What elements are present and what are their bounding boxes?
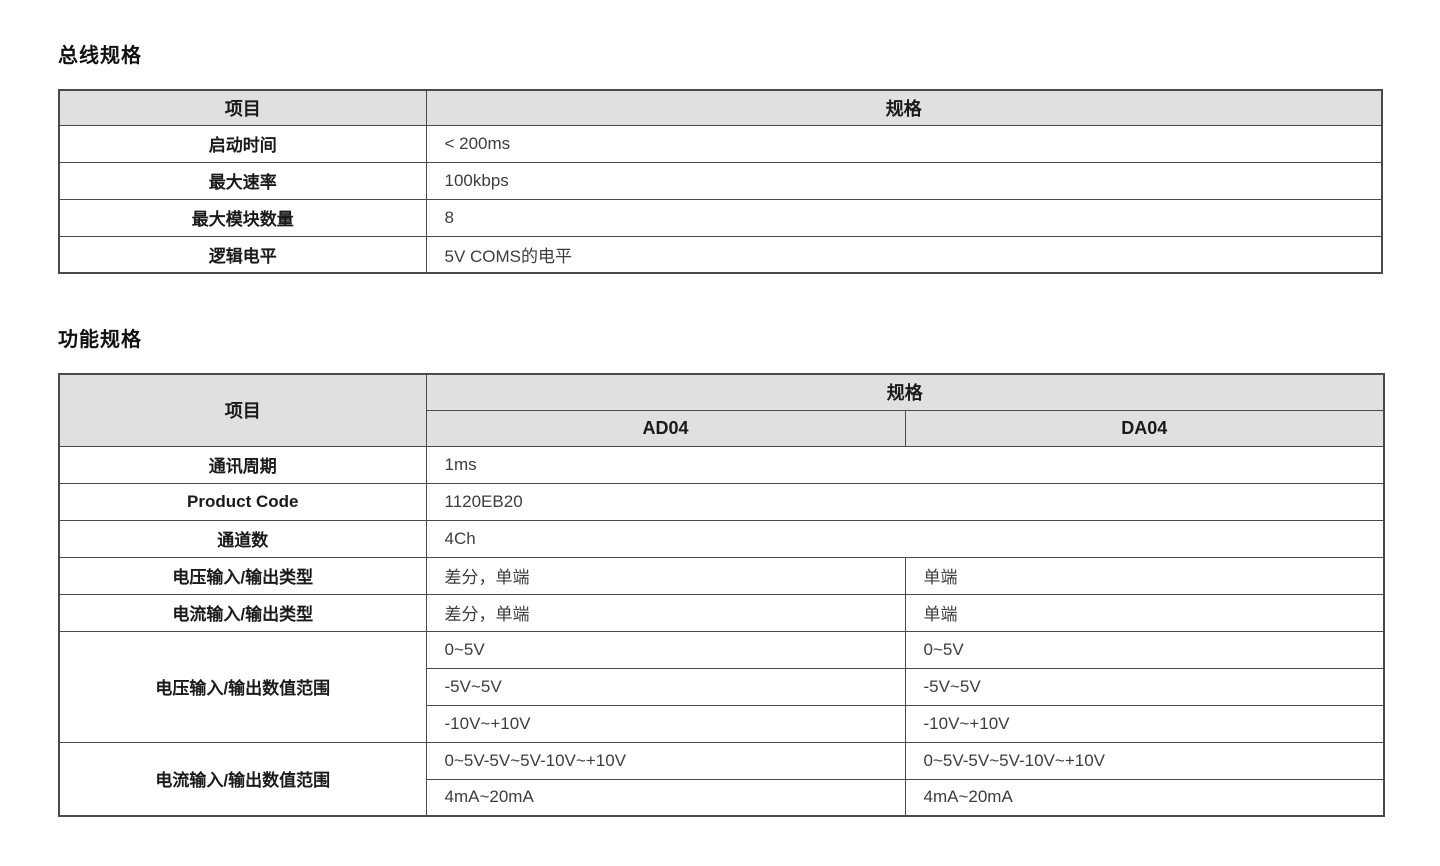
bus-spec-table: 项目 规格 启动时间 < 200ms 最大速率 100kbps 最大模块数量 8 [58, 89, 1383, 274]
fn-row-voltagetype-label: 电压输入/输出类型 [58, 556, 427, 595]
fn-voltagerange-3-da04: -10V~+10V [904, 704, 1385, 743]
bus-header-spec: 规格 [425, 89, 1383, 126]
table-row: 电压输入/输出数值范围 0~5V 0~5V [58, 630, 1385, 743]
function-spec-title: 功能规格 [58, 329, 142, 351]
table-row: Product Code 1120EB20 [58, 482, 1385, 521]
table-row: 最大速率 100kbps [58, 161, 1383, 200]
table-row: 最大模块数量 8 [58, 198, 1383, 237]
bus-row-logiclevel-value: 5V COMS的电平 [425, 235, 1383, 274]
fn-row-productcode-label: Product Code [58, 482, 427, 521]
bus-header-item: 项目 [58, 89, 427, 126]
fn-header-spec: 规格 [425, 373, 1385, 411]
table-row: 启动时间 < 200ms [58, 124, 1383, 163]
fn-voltagerange-1-da04: 0~5V [904, 630, 1385, 669]
fn-row-currenttype-label: 电流输入/输出类型 [58, 593, 427, 632]
fn-header-item: 项目 [58, 373, 427, 447]
fn-row-voltagetype-da04: 单端 [904, 556, 1385, 595]
table-row: 逻辑电平 5V COMS的电平 [58, 235, 1383, 274]
table-row: -5V~5V -5V~5V [59, 667, 1385, 706]
bus-spec-title: 总线规格 [58, 45, 142, 67]
fn-row-channels-label: 通道数 [58, 519, 427, 558]
spec-document-page: 总线规格 项目 规格 启动时间 < 200ms 最大速率 100kbps [58, 44, 1385, 817]
fn-row-currenttype-ad04: 差分，单端 [425, 593, 906, 632]
table-row: 电流输入/输出类型 差分，单端 单端 [58, 593, 1385, 632]
fn-header-row-2: AD04 DA04 [59, 409, 1385, 447]
table-row: 电压输入/输出类型 差分，单端 单端 [58, 556, 1385, 595]
fn-voltagerange-3-ad04: -10V~+10V [425, 704, 906, 743]
fn-row-productcode-value: 1120EB20 [425, 482, 1385, 521]
bus-row-maxmodules-value: 8 [425, 198, 1383, 237]
table-row: 通道数 4Ch [58, 519, 1385, 558]
fn-currentrange-1-ad04: 0~5V-5V~5V-10V~+10V [425, 741, 906, 780]
fn-voltagerange-2-da04: -5V~5V [904, 667, 1385, 706]
table-row: 通讯周期 1ms [58, 445, 1385, 484]
table-row: 电流输入/输出数值范围 0~5V-5V~5V-10V~+10V 0~5V-5V~… [58, 741, 1385, 817]
fn-row-commcycle-value: 1ms [425, 445, 1385, 484]
fn-currentrange-1-da04: 0~5V-5V~5V-10V~+10V [904, 741, 1385, 780]
function-spec-section: 功能规格 项目 规格 AD04 DA04 通讯周期 1ms Prod [58, 328, 1385, 817]
fn-voltagerange-2-ad04: -5V~5V [425, 667, 906, 706]
fn-row-voltagerange-label: 电压输入/输出数值范围 [58, 630, 427, 743]
bus-row-maxmodules-label: 最大模块数量 [58, 198, 427, 237]
bus-row-maxrate-value: 100kbps [425, 161, 1383, 200]
fn-voltagerange-1-ad04: 0~5V [425, 630, 906, 669]
function-spec-table: 项目 规格 AD04 DA04 通讯周期 1ms Product Code 11… [58, 373, 1385, 817]
fn-row-currenttype-da04: 单端 [904, 593, 1385, 632]
bus-header-row: 项目 规格 [58, 89, 1383, 126]
table-row: -10V~+10V -10V~+10V [59, 704, 1385, 743]
fn-header-row-1: 项目 规格 [58, 373, 1385, 447]
fn-row-channels-value: 4Ch [425, 519, 1385, 558]
fn-row-commcycle-label: 通讯周期 [58, 445, 427, 484]
fn-row-voltagetype-ad04: 差分，单端 [425, 556, 906, 595]
fn-row-currentrange-label: 电流输入/输出数值范围 [58, 741, 427, 817]
table-row: 4mA~20mA 4mA~20mA [59, 778, 1385, 817]
bus-row-maxrate-label: 最大速率 [58, 161, 427, 200]
fn-header-ad04: AD04 [425, 409, 906, 447]
fn-header-da04: DA04 [904, 409, 1385, 447]
fn-currentrange-2-da04: 4mA~20mA [904, 778, 1385, 817]
bus-row-logiclevel-label: 逻辑电平 [58, 235, 427, 274]
fn-currentrange-2-ad04: 4mA~20mA [425, 778, 906, 817]
bus-row-startup-value: < 200ms [425, 124, 1383, 163]
bus-spec-section: 总线规格 项目 规格 启动时间 < 200ms 最大速率 100kbps [58, 44, 1383, 274]
bus-row-startup-label: 启动时间 [58, 124, 427, 163]
